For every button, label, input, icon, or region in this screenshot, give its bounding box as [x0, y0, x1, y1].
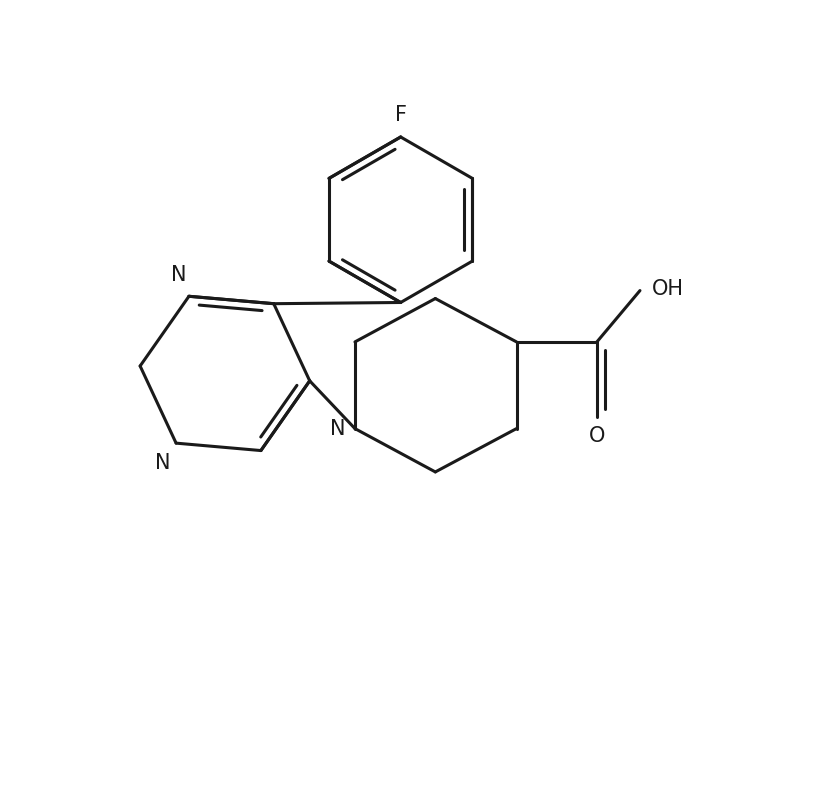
Text: N: N: [155, 452, 171, 472]
Text: F: F: [395, 105, 406, 125]
Text: N: N: [171, 265, 186, 285]
Text: N: N: [330, 419, 345, 439]
Text: O: O: [589, 426, 605, 446]
Text: OH: OH: [651, 279, 684, 299]
